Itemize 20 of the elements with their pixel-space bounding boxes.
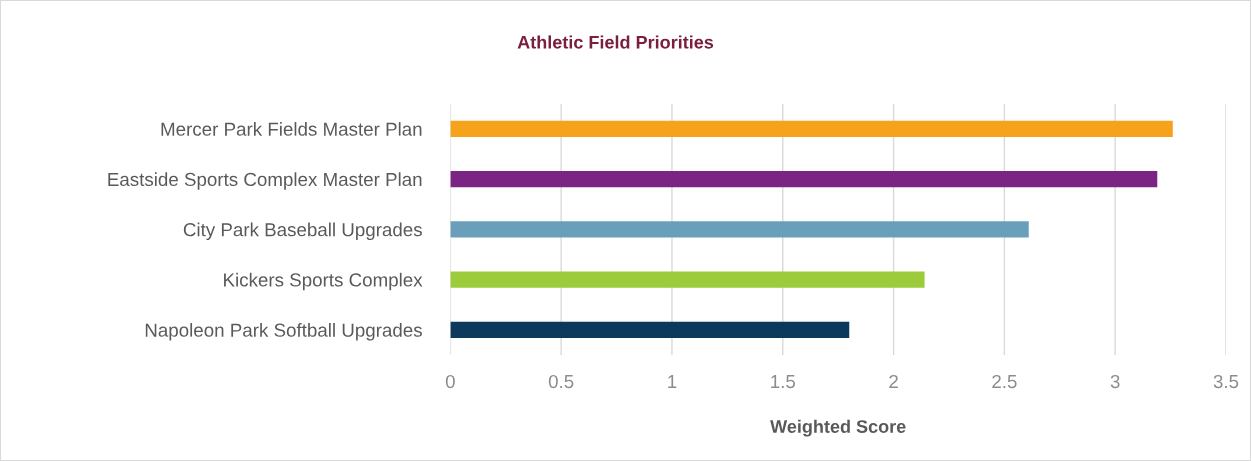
y-tick-label: Napoleon Park Softball Upgrades: [145, 323, 422, 341]
x-tick-label: 1: [668, 375, 677, 388]
y-tick-label: Kickers Sports Complex: [224, 272, 423, 291]
x-tick-label: 2: [889, 374, 898, 388]
bar: [450, 120, 1173, 137]
bar: [450, 321, 850, 338]
x-tick-label: 2.5: [992, 374, 1017, 389]
x-tick-label: 3.5: [1213, 374, 1239, 389]
x-tick-label: 3: [1110, 374, 1120, 389]
x-tick-label: 0.5: [548, 374, 574, 389]
x-axis-title: Weighted Score: [770, 419, 906, 437]
bar: [450, 171, 1158, 188]
chart-title: Athletic Field Priorities: [517, 35, 714, 49]
bar: [450, 221, 1029, 238]
y-tick-label: City Park Baseball Upgrades: [183, 222, 422, 241]
bar: [450, 271, 925, 288]
x-tick-label: 1.5: [771, 375, 796, 389]
y-tick-label: Mercer Park Fields Master Plan: [161, 122, 422, 136]
x-tick-label: 0: [445, 374, 455, 389]
y-tick-label: Eastside Sports Complex Master Plan: [108, 172, 422, 190]
